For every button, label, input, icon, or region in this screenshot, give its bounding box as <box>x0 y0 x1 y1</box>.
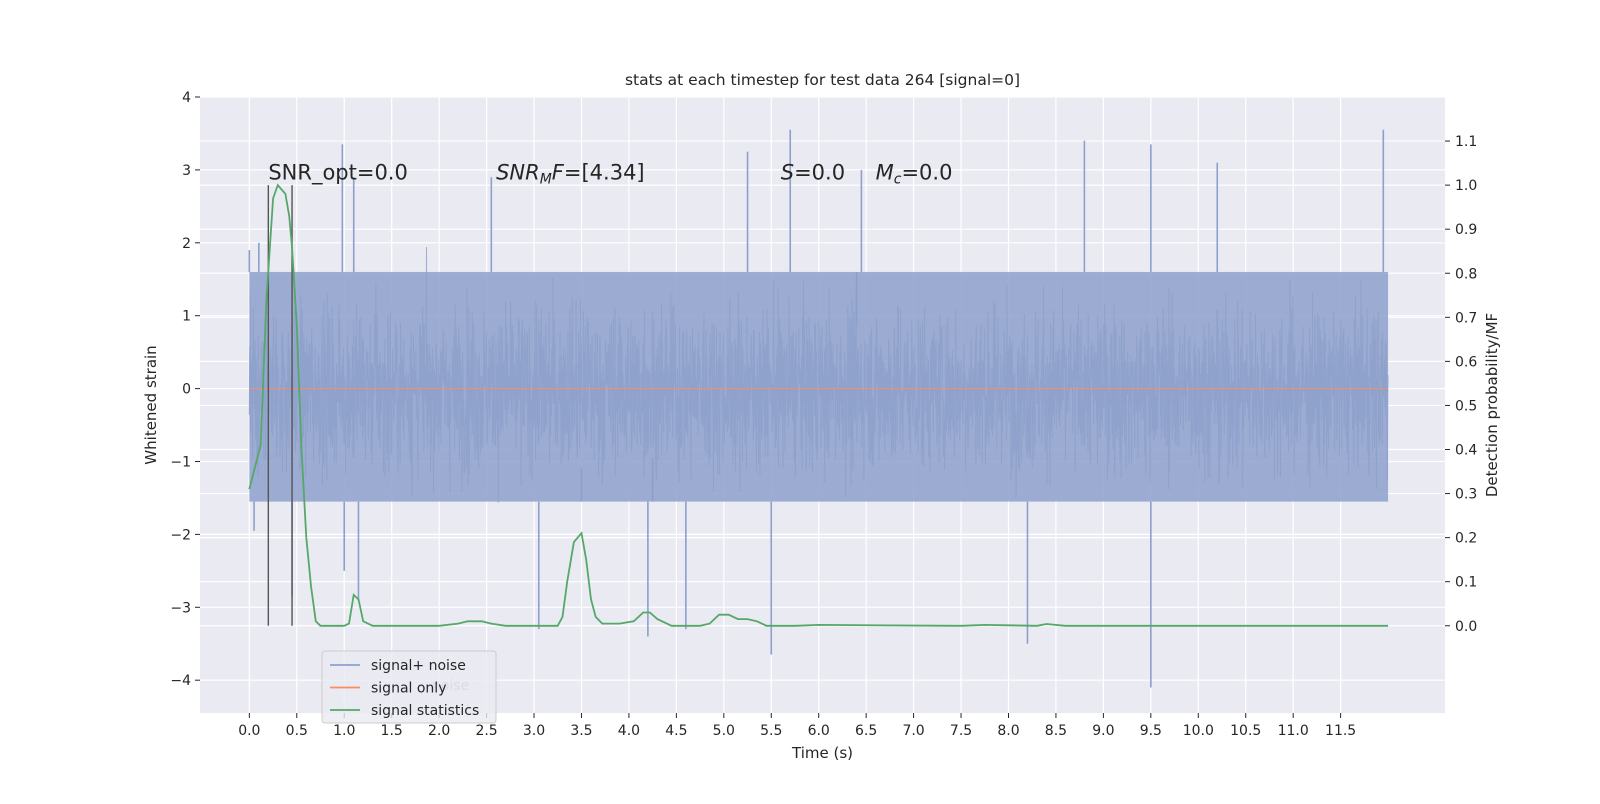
x-tick-label: 9.0 <box>1092 723 1114 739</box>
annotation-mc-sub: c <box>894 171 902 187</box>
x-tick-label: 8.5 <box>1045 723 1067 739</box>
legend-label-signal-statistics: signal statistics <box>371 703 479 719</box>
y-tick-label: 1 <box>182 309 191 325</box>
x-tick-label: 3.5 <box>570 723 592 739</box>
y2-tick-label: 1.1 <box>1455 134 1477 150</box>
annotations: SNR_opt=0.0 SNRMF=[4.34] S=0.0 Mc=0.0 <box>268 160 952 187</box>
y2-tick-label: 0.8 <box>1455 266 1477 282</box>
annotation-mc-value: =0.0 <box>901 160 952 184</box>
y2-axis-label: Detection probability/MF <box>1483 313 1501 497</box>
y-tick-label: −3 <box>170 600 191 616</box>
x-tick-label: 5.5 <box>760 723 782 739</box>
y-axis-label: Whitened strain <box>142 345 160 464</box>
y2-tick-label: 0.4 <box>1455 443 1477 459</box>
annotation-snr-mf-main: SNR <box>496 160 540 184</box>
y2-tick-label: 0.2 <box>1455 531 1477 547</box>
y-tick-label: 3 <box>182 163 191 179</box>
y2-tick-label: 1.0 <box>1455 178 1477 194</box>
annotation-s-value: =0.0 <box>794 160 845 184</box>
x-tick-label: 4.5 <box>665 723 687 739</box>
x-tick-label: 10.5 <box>1230 723 1261 739</box>
y-tick-label: −1 <box>170 454 191 470</box>
signal-statistics-line <box>248 183 1389 627</box>
signal-noise-series <box>248 129 1389 688</box>
signal-statistics-series <box>248 183 1389 627</box>
x-tick-label: 2.5 <box>475 723 497 739</box>
annotation-snr-opt: SNR_opt=0.0 <box>268 160 408 185</box>
annotation-snr-mf-sub: M <box>540 171 552 187</box>
annotation-snr-mf-f: F <box>552 160 565 184</box>
x-tick-label: 1.0 <box>333 723 355 739</box>
annotation-snr-mf: SNRMF=[4.34] <box>496 160 645 187</box>
annotation-s-main: S <box>781 160 794 184</box>
annotation-snr-mf-value: =[4.34] <box>564 160 645 184</box>
x-tick-label: 1.5 <box>381 723 403 739</box>
x-tick-label: 7.5 <box>950 723 972 739</box>
y-tick-label: 2 <box>182 236 191 252</box>
signal-noise-band <box>249 271 1389 502</box>
x-tick-label: 7.0 <box>902 723 924 739</box>
x-axis-label: Time (s) <box>791 744 853 762</box>
x-tick-label: 3.0 <box>523 723 545 739</box>
y2-tick-label: 0.3 <box>1455 487 1477 503</box>
y-tick-label: 0 <box>182 382 191 398</box>
y2-tick-label: 0.6 <box>1455 354 1477 370</box>
legend-label-signal-noise: signal+ noise <box>371 658 466 674</box>
y2-tick-label: 0.1 <box>1455 575 1477 591</box>
y-tick-label: 4 <box>182 90 191 106</box>
x-tick-label: 6.0 <box>808 723 830 739</box>
y2-tick-label: 0.5 <box>1455 398 1477 414</box>
legend-label-signal-only: signal only <box>371 681 446 697</box>
x-tick-label: 11.5 <box>1325 723 1356 739</box>
y-tick-label: −4 <box>170 673 191 689</box>
legend: noise signal+ noise signal only signal s… <box>321 650 497 724</box>
x-tick-label: 6.5 <box>855 723 877 739</box>
x-tick-label: 10.0 <box>1183 723 1214 739</box>
x-tick-label: 5.0 <box>713 723 735 739</box>
y2-tick-label: 0.7 <box>1455 310 1477 326</box>
x-tick-label: 8.0 <box>997 723 1019 739</box>
y2-tick-label: 0.0 <box>1455 619 1477 635</box>
x-tick-label: 0.0 <box>238 723 260 739</box>
x-tick-label: 0.5 <box>286 723 308 739</box>
x-tick-label: 4.0 <box>618 723 640 739</box>
legend-box <box>321 650 497 724</box>
x-tick-label: 2.0 <box>428 723 450 739</box>
y2-tick-label: 0.9 <box>1455 222 1477 238</box>
chart-title: stats at each timestep for test data 264… <box>625 71 1020 89</box>
axes: 0.0 0.5 1.0 1.5 2.0 2.5 3.0 3.5 4.0 4.5 5.0 5.5 6.0 6… <box>170 90 1477 739</box>
annotation-mc-main: M <box>876 160 894 184</box>
x-tick-label: 11.0 <box>1278 723 1309 739</box>
annotation-mc: Mc=0.0 <box>876 160 953 187</box>
annotation-s: S=0.0 <box>781 160 845 184</box>
x-tick-label: 9.5 <box>1140 723 1162 739</box>
y-tick-label: −2 <box>170 527 191 543</box>
